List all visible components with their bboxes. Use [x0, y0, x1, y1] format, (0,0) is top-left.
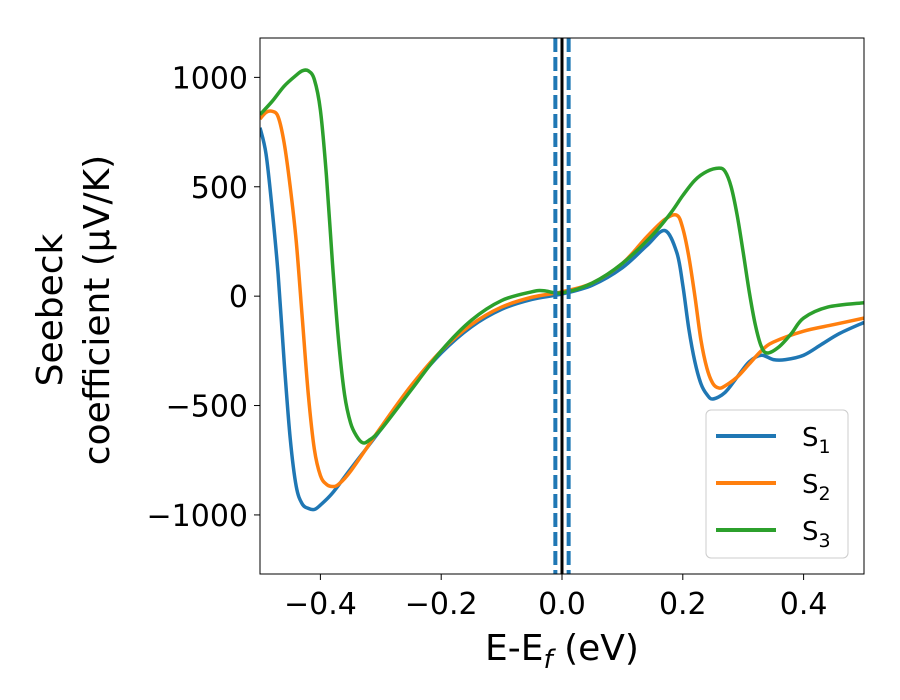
series-line-s2	[260, 109, 864, 489]
y-axis-title-line1: Seebeck	[30, 233, 71, 386]
legend-label-s1: S1	[802, 423, 831, 458]
x-axis-ticks: −0.4 −0.2 0.0 0.2 0.4	[284, 574, 827, 622]
x-tick-label: −0.4	[284, 587, 357, 622]
y-tick-label: −500	[166, 390, 248, 425]
legend-label-s3: S3	[802, 517, 831, 552]
y-tick-label: 1000	[172, 61, 248, 96]
y-axis-title-line2: coefficient (μV/K)	[77, 155, 118, 465]
x-tick-label: 0.2	[659, 587, 707, 622]
legend-box	[705, 409, 849, 559]
x-tick-label: −0.2	[405, 587, 478, 622]
x-tick-label: 0.0	[538, 587, 586, 622]
y-tick-label: 500	[191, 171, 248, 206]
y-axis-ticks: 1000 500 0 −500 −1000	[147, 61, 260, 534]
x-tick-label: 0.4	[780, 587, 828, 622]
x-axis-title: E-Ef (eV)	[485, 628, 639, 675]
y-tick-label: −1000	[147, 499, 248, 534]
y-tick-label: 0	[229, 280, 248, 315]
series-line-s3	[260, 68, 864, 445]
legend-label-s2: S2	[802, 470, 831, 505]
legend: S1 S2 S3	[705, 409, 849, 559]
